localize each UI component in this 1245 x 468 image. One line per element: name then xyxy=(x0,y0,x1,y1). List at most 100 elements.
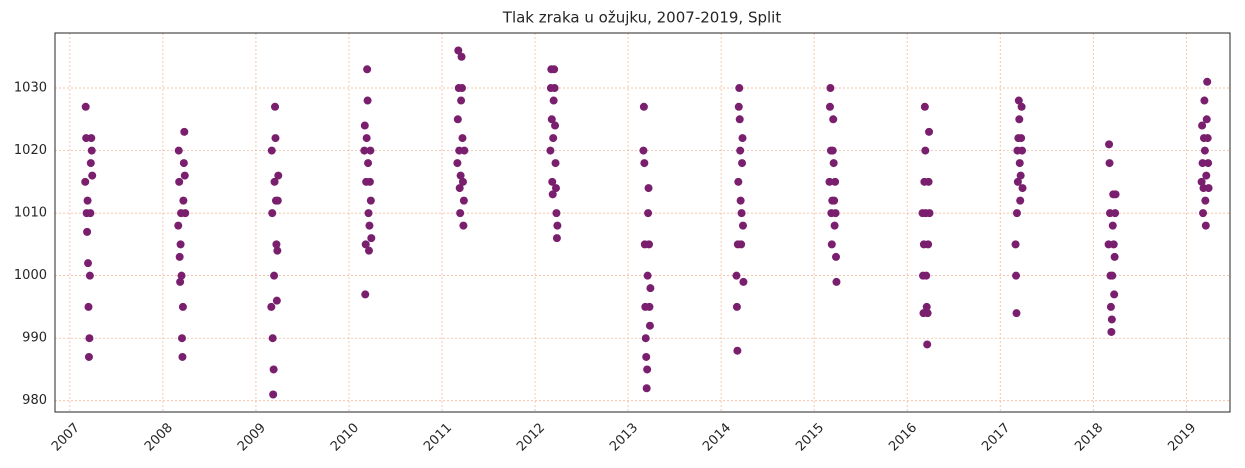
point xyxy=(738,221,747,230)
point xyxy=(176,277,185,286)
point xyxy=(1016,196,1025,205)
point xyxy=(1108,271,1117,280)
point xyxy=(271,134,280,143)
point xyxy=(86,159,95,168)
point xyxy=(1204,159,1213,168)
point xyxy=(829,159,838,168)
point xyxy=(267,146,276,155)
point xyxy=(1201,196,1210,205)
x-tick-label: 2009 xyxy=(235,420,269,454)
point xyxy=(84,352,93,361)
point xyxy=(642,384,651,393)
point xyxy=(735,84,744,93)
x-tick-label: 2016 xyxy=(886,420,920,454)
point xyxy=(1109,240,1118,249)
point xyxy=(270,271,279,280)
point xyxy=(923,340,932,349)
point xyxy=(923,309,932,318)
point xyxy=(268,334,277,343)
point xyxy=(825,102,834,111)
point xyxy=(85,334,94,343)
point xyxy=(735,115,744,124)
point xyxy=(362,134,371,143)
point xyxy=(365,177,374,186)
y-tick-label: 1020 xyxy=(14,143,47,158)
point xyxy=(453,159,462,168)
y-tick-label: 980 xyxy=(22,393,47,408)
point xyxy=(177,334,186,343)
point xyxy=(640,159,649,168)
point xyxy=(269,365,278,374)
point xyxy=(364,209,373,218)
point xyxy=(733,346,742,355)
point xyxy=(1017,102,1026,111)
point xyxy=(458,134,467,143)
point xyxy=(734,177,743,186)
point xyxy=(177,271,186,280)
point xyxy=(363,65,372,74)
point xyxy=(831,177,840,186)
point xyxy=(830,221,839,230)
point xyxy=(1016,171,1025,180)
point xyxy=(1110,290,1119,299)
point xyxy=(1204,184,1213,193)
point xyxy=(360,146,369,155)
point xyxy=(174,221,183,230)
point xyxy=(925,209,934,218)
point xyxy=(175,177,184,186)
point xyxy=(922,271,931,280)
point xyxy=(179,159,188,168)
point xyxy=(826,84,835,93)
point xyxy=(738,134,747,143)
point xyxy=(81,102,90,111)
point xyxy=(552,234,561,243)
x-tick-label: 2013 xyxy=(607,420,641,454)
x-tick-label: 2012 xyxy=(514,420,548,454)
point xyxy=(551,159,560,168)
point xyxy=(548,190,557,199)
point xyxy=(271,102,280,111)
point xyxy=(458,177,467,186)
x-tick-label: 2007 xyxy=(49,420,83,454)
point xyxy=(552,209,561,218)
point xyxy=(1197,177,1206,186)
plot-frame xyxy=(54,32,1231,413)
point xyxy=(644,209,653,218)
point xyxy=(83,196,92,205)
point xyxy=(829,115,838,124)
point xyxy=(645,302,654,311)
point xyxy=(732,271,741,280)
point xyxy=(1107,327,1116,336)
point xyxy=(1018,184,1027,193)
point xyxy=(549,96,558,105)
point xyxy=(641,334,650,343)
point xyxy=(459,196,468,205)
y-tick-label: 990 xyxy=(22,331,47,346)
point xyxy=(268,209,277,218)
point xyxy=(1203,134,1212,143)
point xyxy=(269,390,278,399)
point xyxy=(1202,115,1211,124)
point xyxy=(181,209,190,218)
x-tick-label: 2014 xyxy=(700,420,734,454)
point xyxy=(736,196,745,205)
point xyxy=(832,252,841,261)
point xyxy=(1011,240,1020,249)
point xyxy=(270,177,279,186)
point xyxy=(272,240,281,249)
point xyxy=(1012,309,1021,318)
point xyxy=(645,321,654,330)
point xyxy=(1014,96,1023,105)
point xyxy=(1198,159,1207,168)
point xyxy=(456,209,465,218)
point xyxy=(457,52,466,61)
point xyxy=(737,209,746,218)
point xyxy=(180,171,189,180)
point xyxy=(178,352,187,361)
point xyxy=(1105,140,1114,149)
point xyxy=(180,127,189,136)
point xyxy=(455,184,464,193)
point xyxy=(85,271,94,280)
point xyxy=(459,221,468,230)
point xyxy=(458,84,467,93)
